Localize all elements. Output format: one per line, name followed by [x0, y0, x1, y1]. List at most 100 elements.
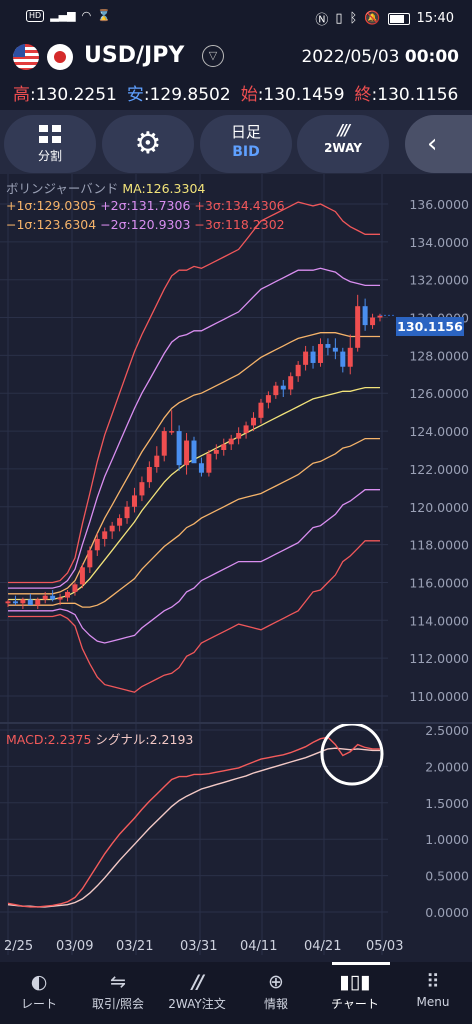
candle-body [273, 385, 279, 396]
header [0, 34, 472, 110]
date-tick-label: 04/21 [304, 939, 341, 954]
us-flag-icon [13, 44, 39, 70]
plus2-sigma: +2σ:131.7306 [100, 198, 191, 213]
open-label: 始 [240, 85, 258, 105]
nav-rate[interactable]: ◐ レート [0, 962, 78, 1024]
nav-info-label: 情報 [263, 997, 288, 1011]
nfc-icon: Ⓝ [315, 13, 329, 28]
macd-tick-label: 0.5000 [425, 869, 469, 884]
indicator-name: ボリンジャーバンド [6, 181, 119, 196]
active-tab-indicator [332, 962, 390, 965]
candle-date: 2022/05/03 [301, 47, 400, 67]
clock: 15:40 [416, 11, 454, 26]
nav-trade[interactable]: ⇋ 取引/照会 [79, 962, 157, 1024]
bluetooth-icon: ᛒ [349, 11, 358, 26]
price-tick-label: 126.0000 [409, 386, 469, 401]
candle-body [288, 376, 294, 390]
date-tick-label: 03/09 [56, 939, 93, 954]
info-icon: ⊕ [268, 971, 284, 993]
candle-body [310, 351, 316, 363]
japan-flag-icon [47, 44, 73, 70]
price-tick-label: 134.0000 [409, 235, 469, 250]
battery-icon [387, 12, 410, 25]
low-value: :129.8502 [143, 85, 231, 105]
minus1-sigma: −1σ:123.6304 [6, 217, 97, 232]
chevron-left-icon: ‹ [427, 129, 438, 159]
candle-body [79, 567, 85, 585]
highlight-circle [320, 722, 384, 786]
plus1-sigma: +1σ:129.0305 [6, 198, 97, 213]
nav-trade-label: 取引/照会 [91, 997, 145, 1011]
candle-time: 00:00 [404, 47, 459, 67]
candle-body [362, 306, 368, 326]
price-tick-label: 132.0000 [409, 273, 469, 288]
macd-tick-label: 1.0000 [425, 832, 469, 847]
price-tick-label: 136.0000 [409, 197, 469, 212]
price-tick-label: 124.0000 [409, 424, 469, 439]
candle-body [154, 455, 160, 468]
candle-body [258, 402, 264, 418]
minus3-sigma-line [8, 540, 380, 693]
minus2-sigma: −2σ:120.9303 [100, 217, 191, 232]
timeframe-button[interactable]: 日足 BID [200, 115, 292, 173]
candle-body [42, 595, 48, 600]
split-button[interactable]: 分割 [4, 115, 96, 173]
candle-body [169, 431, 175, 433]
candle-datetime: 2022/05/03 00:00 [301, 47, 459, 67]
trade-icon: ⇋ [110, 971, 126, 993]
status-bar: HD ▂▄▆ ◠ ⌛ Ⓝ ▯ ᛒ 🔕 15:40 [0, 0, 472, 34]
price-tick-label: 110.0000 [409, 689, 469, 704]
nav-menu-label: Menu [416, 995, 450, 1009]
price-tick-label: 116.0000 [409, 575, 469, 590]
macd-tick-label: 1.5000 [425, 796, 469, 811]
price-tick-label: 122.0000 [409, 462, 469, 477]
settings-button[interactable]: ⚙ [102, 115, 194, 173]
candle-body [65, 591, 71, 598]
date-tick-label: 03/21 [116, 939, 153, 954]
nav-chart-label: チャート [331, 997, 379, 1011]
candle-body [243, 425, 249, 433]
date-tick-label: 05/03 [366, 939, 403, 954]
plus1-sigma-line [8, 332, 380, 595]
nav-info[interactable]: ⊕ 情報 [237, 962, 315, 1024]
chevron-down-icon[interactable]: ▽ [202, 45, 224, 67]
candle-body [213, 450, 219, 454]
nav-twoway[interactable]: // 2WAY注文 [158, 962, 236, 1024]
currency-pair[interactable]: USD/JPY [84, 43, 185, 68]
price-chart[interactable]: 136.0000134.0000132.0000130.0000128.0000… [0, 174, 472, 962]
open-value: :130.1459 [257, 85, 345, 105]
hd-badge: HD [26, 9, 45, 22]
date-tick-label: 04/11 [240, 939, 277, 954]
collapse-button[interactable]: ‹ [405, 115, 472, 173]
price-tick-label: 114.0000 [409, 613, 469, 628]
vibrate-icon: ▯ [335, 11, 343, 26]
nav-menu[interactable]: ⠿ Menu [394, 962, 472, 1024]
timeframe-label: 日足 [230, 123, 261, 141]
gear-icon: ⚙ [134, 126, 162, 161]
signal-line [7, 747, 380, 908]
candle-body [5, 601, 11, 604]
price-tick-label: 128.0000 [409, 348, 469, 363]
price-tick-label: 120.0000 [409, 500, 469, 515]
date-tick-label: 2/25 [4, 939, 33, 954]
indicator-legend-plus: +1σ:129.0305 +2σ:131.7306 +3σ:134.4306 [6, 198, 285, 213]
candle-body [265, 395, 271, 403]
pane-divider[interactable] [0, 722, 472, 724]
minus2-sigma-line [8, 489, 380, 644]
price-tick-label: 118.0000 [409, 538, 469, 553]
indicator-legend-minus: −1σ:123.6304 −2σ:120.9303 −3σ:118.2302 [6, 217, 285, 232]
minus1-sigma-line [8, 437, 380, 608]
split-label: 分割 [37, 149, 62, 163]
date-tick-label: 03/31 [180, 939, 217, 954]
twoway-button[interactable]: /// 2WAY [297, 115, 389, 173]
twoway-icon: /// [337, 121, 350, 139]
price-type-label: BID [232, 144, 260, 160]
ohlc-quotes: 高:130.2251 安:129.8502 始:130.1459 終:130.1… [13, 80, 458, 105]
candle-body [146, 467, 152, 483]
candle-body [161, 431, 167, 456]
close-value: :130.1156 [371, 85, 459, 105]
grid-icon [39, 125, 61, 143]
nav-chart[interactable]: ▮▯▮ チャート [316, 962, 394, 1024]
candle-body [317, 344, 323, 363]
twoway-nav-icon: // [192, 971, 204, 993]
